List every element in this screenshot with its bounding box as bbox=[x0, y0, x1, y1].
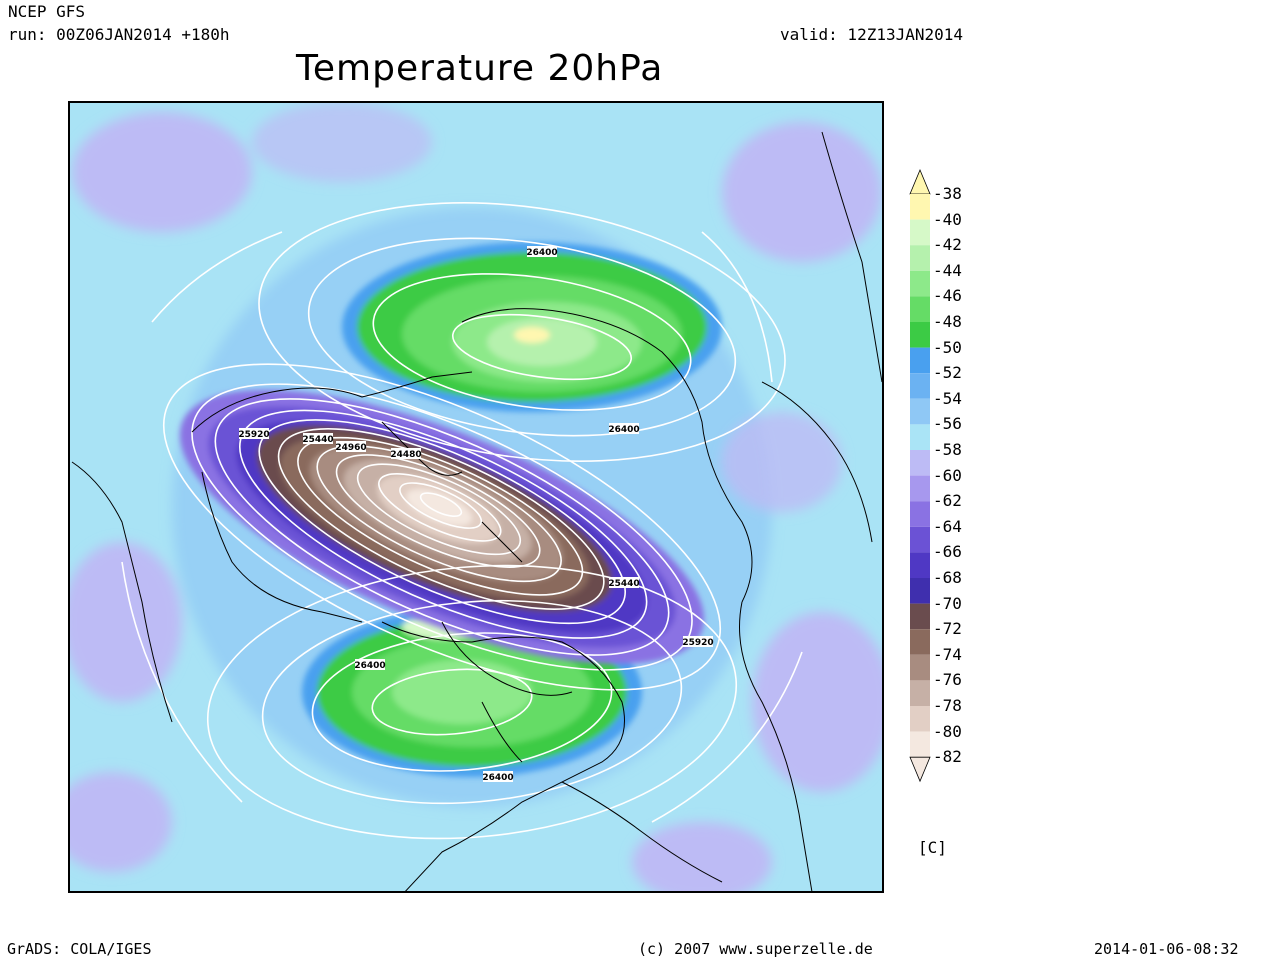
contour-label: 25440 bbox=[302, 435, 333, 445]
valid-time: valid: 12Z13JAN2014 bbox=[780, 25, 964, 44]
contour-label-bg bbox=[336, 441, 366, 452]
colorbar-tick-label: -42 bbox=[933, 235, 962, 255]
colorbar-band bbox=[910, 731, 930, 758]
colorbar-tick-label: -68 bbox=[933, 568, 962, 587]
run-time: run: 00Z06JAN2014 +180h bbox=[8, 25, 230, 44]
colorbar-tick-label: -40 bbox=[933, 209, 962, 229]
colorbar-band bbox=[910, 654, 930, 681]
colorbar-band bbox=[910, 450, 930, 476]
footer-software: GrADS: COLA/IGES bbox=[7, 940, 152, 958]
colorbar-band bbox=[910, 501, 930, 527]
colorbar-band bbox=[910, 526, 930, 553]
contour-label: 24480 bbox=[390, 450, 421, 460]
colorbar-tick-label: -38 bbox=[933, 184, 962, 203]
colorbar-bottom-arrow bbox=[909, 756, 931, 783]
colorbar-band bbox=[910, 270, 930, 297]
colorbar-tick-label: -74 bbox=[933, 644, 962, 664]
colorbar-tick-label: -66 bbox=[933, 542, 962, 562]
contour-label-bg bbox=[527, 246, 557, 257]
colorbar-band bbox=[910, 578, 930, 604]
contour-label: 25440 bbox=[608, 579, 639, 589]
contour-label-bg bbox=[609, 423, 639, 434]
colorbar-tick-label: -52 bbox=[933, 363, 962, 383]
contour-label-bg bbox=[609, 577, 639, 588]
colorbar-tick-label: -82 bbox=[933, 747, 962, 767]
colorbar-tick-label: -58 bbox=[933, 440, 962, 459]
colorbar-tick-label: -56 bbox=[933, 414, 962, 434]
contour-label-bg bbox=[355, 659, 385, 670]
contour-label-bg bbox=[483, 771, 513, 782]
colorbar-band bbox=[910, 373, 930, 399]
colorbar-band bbox=[910, 680, 930, 706]
colorbar-tick-label: -50 bbox=[933, 337, 962, 357]
colorbar-band bbox=[910, 475, 930, 502]
footer-timestamp: 2014-01-06-08:32 bbox=[1094, 940, 1239, 958]
colorbar-band bbox=[910, 603, 930, 630]
colorbar-band bbox=[910, 296, 930, 322]
contour-label: 24960 bbox=[335, 443, 366, 453]
colorbar-tick-label: -62 bbox=[933, 491, 962, 511]
colorbar-tick-label: -60 bbox=[933, 465, 962, 485]
contour-label: 25920 bbox=[238, 430, 269, 440]
colorbar-band bbox=[910, 322, 930, 348]
model-name: NCEP GFS bbox=[8, 2, 86, 21]
contour-label: 26400 bbox=[354, 661, 385, 671]
colorbar-band bbox=[910, 629, 930, 655]
colorbar-band bbox=[910, 245, 930, 271]
contour-label-bg bbox=[239, 428, 269, 439]
temperature-map: 26400 26400 26400 26400 25920 25920 25440 25440… bbox=[68, 101, 884, 893]
colorbar-band bbox=[910, 552, 930, 578]
colorbar-tick-label: -44 bbox=[933, 260, 962, 280]
colorbar-tick-label: -76 bbox=[933, 670, 962, 690]
colorbar-tick-label: -54 bbox=[933, 388, 962, 408]
contour-label-bg bbox=[391, 448, 421, 459]
colorbar-tick-label: -70 bbox=[933, 593, 962, 613]
contour-label: 25920 bbox=[682, 638, 713, 648]
colorbar-band bbox=[910, 347, 930, 374]
map-title: Temperature 20hPa bbox=[296, 48, 664, 89]
colorbar-band bbox=[910, 194, 930, 220]
colorbar-band bbox=[910, 398, 930, 425]
contour-label: 26400 bbox=[608, 425, 639, 435]
contour-label-bg bbox=[683, 636, 713, 647]
colorbar-tick-label: -78 bbox=[933, 696, 962, 715]
colorbar-tick-label: -48 bbox=[933, 312, 962, 331]
colorbar-top-arrow bbox=[909, 168, 931, 195]
contour-label: 26400 bbox=[482, 773, 513, 783]
colorbar-band bbox=[910, 706, 930, 732]
colorbar-band bbox=[910, 424, 930, 450]
colorbar-tick-label: -72 bbox=[933, 619, 962, 639]
colorbar-tick-label: -46 bbox=[933, 286, 962, 306]
colorbar-band bbox=[910, 219, 930, 246]
units-label: [C] bbox=[918, 838, 947, 857]
color-scale-bar bbox=[909, 168, 931, 783]
contour-label-bg bbox=[303, 433, 333, 444]
colorbar-tick-label: -80 bbox=[933, 721, 962, 741]
colorbar-tick-label: -64 bbox=[933, 516, 962, 536]
footer-copyright: (c) 2007 www.superzelle.de bbox=[638, 940, 873, 958]
contour-label: 26400 bbox=[526, 248, 557, 258]
